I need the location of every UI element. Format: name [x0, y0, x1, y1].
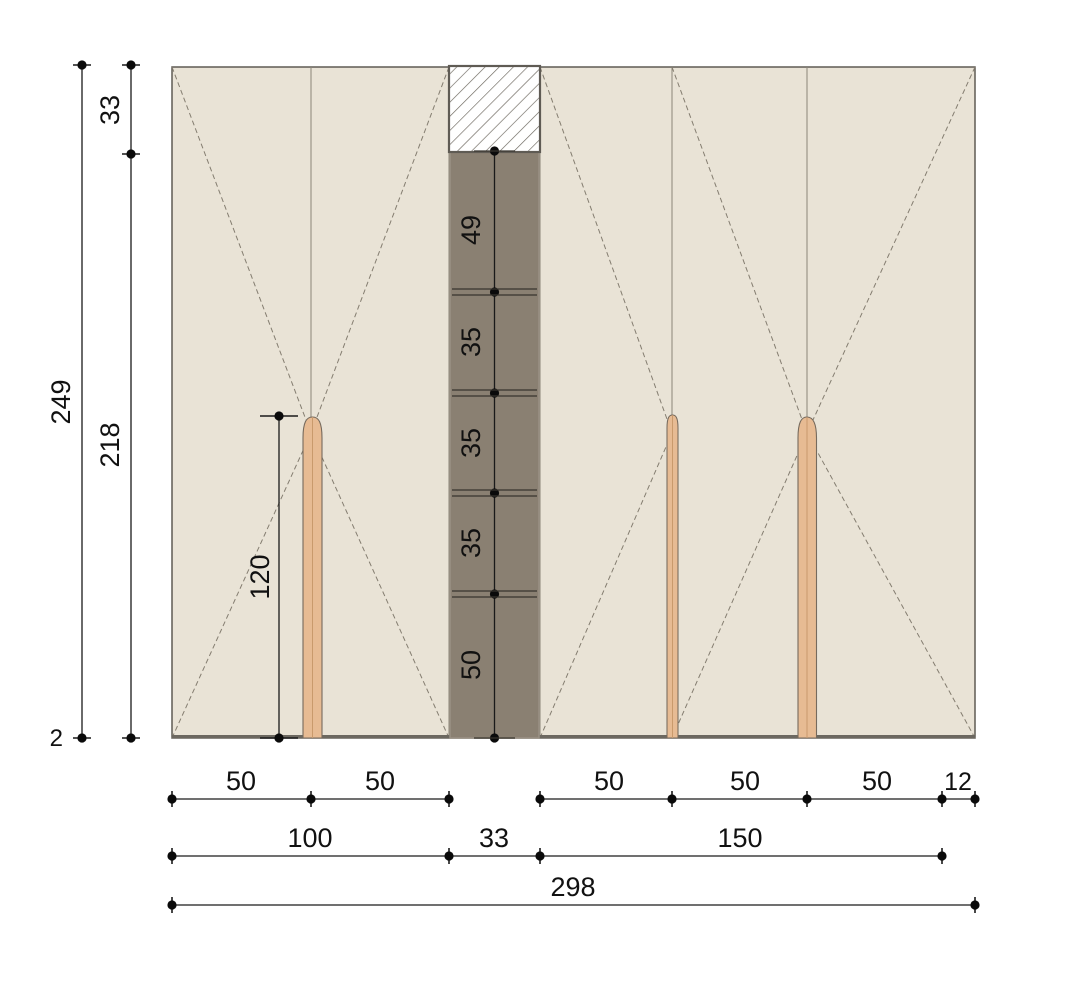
- svg-text:120: 120: [245, 554, 275, 599]
- svg-text:50: 50: [730, 766, 760, 796]
- svg-text:249: 249: [46, 379, 76, 424]
- svg-text:12: 12: [944, 768, 972, 796]
- svg-text:298: 298: [550, 872, 595, 902]
- svg-text:33: 33: [95, 95, 125, 125]
- svg-text:100: 100: [287, 823, 332, 853]
- svg-text:35: 35: [456, 528, 486, 558]
- svg-text:35: 35: [456, 428, 486, 458]
- svg-text:49: 49: [456, 215, 486, 245]
- svg-text:50: 50: [226, 766, 256, 796]
- svg-text:50: 50: [365, 766, 395, 796]
- svg-text:33: 33: [479, 823, 509, 853]
- svg-text:2: 2: [50, 725, 63, 752]
- svg-text:150: 150: [717, 823, 762, 853]
- svg-text:50: 50: [862, 766, 892, 796]
- svg-text:218: 218: [95, 422, 125, 467]
- svg-text:50: 50: [594, 766, 624, 796]
- svg-text:50: 50: [456, 650, 486, 680]
- svg-text:35: 35: [456, 327, 486, 357]
